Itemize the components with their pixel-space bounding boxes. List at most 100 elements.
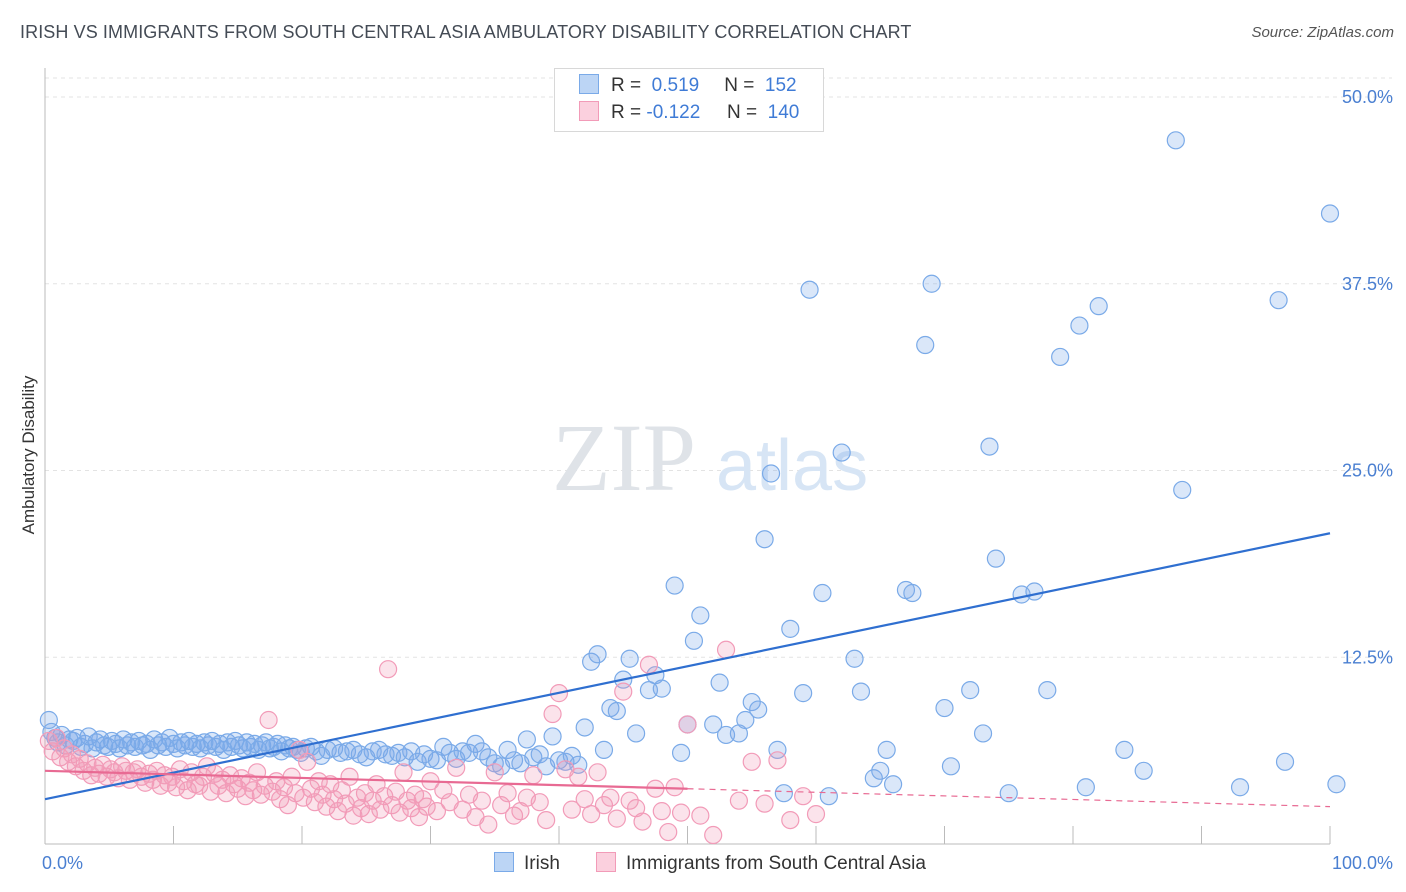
immigrants-trend-line-dashed <box>687 788 1331 808</box>
axes <box>44 68 1331 845</box>
source-credit: Source: ZipAtlas.com <box>1251 24 1394 41</box>
immigrants-point-127 <box>601 788 620 807</box>
immigrants-point-57 <box>259 710 278 730</box>
irish-point-140 <box>794 684 813 703</box>
trend-lines <box>44 532 1331 808</box>
immigrants-point-58 <box>263 782 282 801</box>
n-label: N = <box>724 75 755 96</box>
irish-point-145 <box>845 649 864 668</box>
irish-point-124 <box>671 743 691 762</box>
irish-point-112 <box>582 652 601 671</box>
immigrants-point-103 <box>447 758 466 777</box>
immigrants-point-140 <box>691 806 710 825</box>
r-label: R = <box>611 102 642 123</box>
immigrants-point-121 <box>562 800 581 819</box>
watermark: ZIP atlas <box>552 404 868 511</box>
irish-point-126 <box>684 631 704 650</box>
y-tick-label-0: 12.5% <box>1342 647 1393 667</box>
stats-legend: R = 0.519 N = 152 R = -0.122 N = 140 <box>554 68 824 132</box>
immigrants-point-138 <box>671 803 691 822</box>
immigrants-point-133 <box>639 655 659 674</box>
irish-point-128 <box>704 715 723 734</box>
immigrants-point-73 <box>321 775 340 794</box>
irish-point-142 <box>813 583 832 603</box>
irish-point-148 <box>871 761 890 780</box>
legend-item-irish: Irish <box>494 852 560 875</box>
immigrants-point-79 <box>344 806 363 825</box>
immigrants-point-136 <box>659 822 678 842</box>
y-tick-labels: 12.5% 25.0% 37.5% 50.0% <box>1342 87 1393 667</box>
immigrants-point-144 <box>742 752 761 771</box>
immigrants-point-109 <box>485 763 504 782</box>
irish-point-0 <box>39 710 58 730</box>
immigrants-point-55 <box>251 785 270 804</box>
y-axis-label: Ambulatory Disability <box>19 375 38 534</box>
immigrants-point-130 <box>620 791 639 810</box>
immigrants-point-148 <box>794 787 813 806</box>
irish-point-141 <box>800 280 819 299</box>
immigrants-point-139 <box>678 715 697 734</box>
irish-point-149 <box>877 740 896 759</box>
y-tick-label-2: 37.5% <box>1342 274 1393 294</box>
irish-point-146 <box>851 682 871 701</box>
irish-point-99 <box>498 740 517 759</box>
immigrants-legend-swatch <box>596 852 616 872</box>
irish-point-171 <box>1166 131 1185 150</box>
immigrants-point-124 <box>582 805 601 824</box>
irish-point-122 <box>652 679 671 698</box>
irish-point-173 <box>1230 778 1250 797</box>
irish-point-165 <box>1051 347 1070 367</box>
immigrants-point-83 <box>359 805 378 824</box>
immigrants-point-92 <box>394 763 413 782</box>
irish-point-129 <box>710 673 729 692</box>
immigrants-point-118 <box>543 704 562 724</box>
irish-point-106 <box>543 727 562 746</box>
immigrants-point-149 <box>806 805 826 824</box>
immigrants-point-116 <box>530 793 549 812</box>
immigrants-point-70 <box>309 772 328 791</box>
immigrants-point-86 <box>371 800 390 819</box>
x-tick-labels: 0.0% 100.0% <box>42 853 1393 873</box>
immigrants-point-39 <box>190 776 209 795</box>
irish-point-114 <box>594 740 614 759</box>
grid-lines <box>45 77 1392 658</box>
legend-item-immigrants: Immigrants from South Central Asia <box>596 852 926 875</box>
irish-point-87 <box>421 749 440 768</box>
immigrants-point-125 <box>588 763 607 782</box>
scatter-points <box>39 131 1346 845</box>
immigrants-point-20 <box>116 761 136 780</box>
immigrants-point-68 <box>301 779 321 798</box>
irish-point-163 <box>1025 582 1044 601</box>
immigrants-point-40 <box>193 767 213 786</box>
irish-point-138 <box>774 784 793 803</box>
immigrants-point-129 <box>614 682 633 701</box>
irish-point-161 <box>999 784 1018 803</box>
immigrants-point-135 <box>652 802 671 821</box>
irish-point-102 <box>517 730 536 749</box>
irish-point-160 <box>986 549 1006 568</box>
irish-point-168 <box>1089 297 1108 316</box>
immigrants-r-value: -0.122 <box>646 102 701 123</box>
immigrants-point-88 <box>378 660 398 679</box>
irish-point-111 <box>575 718 594 737</box>
immigrants-point-146 <box>768 751 787 770</box>
immigrants-point-142 <box>716 640 736 659</box>
y-tick-label-1: 25.0% <box>1342 461 1393 481</box>
stats-legend-row-irish: R = 0.519 N = 152 <box>579 74 797 100</box>
immigrants-point-111 <box>498 784 517 803</box>
immigrants-point-122 <box>569 767 588 786</box>
irish-point-143 <box>819 787 838 806</box>
irish-point-123 <box>665 576 684 595</box>
irish-point-135 <box>755 530 774 549</box>
immigrants-point-49 <box>228 779 247 798</box>
immigrants-point-67 <box>298 752 317 771</box>
immigrants-point-147 <box>781 810 800 830</box>
irish-point-166 <box>1070 316 1089 335</box>
immigrants-point-117 <box>537 810 556 830</box>
irish-point-136 <box>761 464 781 483</box>
irish-point-144 <box>832 443 851 462</box>
irish-point-157 <box>961 681 980 700</box>
irish-n-value: 152 <box>764 75 797 96</box>
irish-point-176 <box>1320 204 1340 223</box>
